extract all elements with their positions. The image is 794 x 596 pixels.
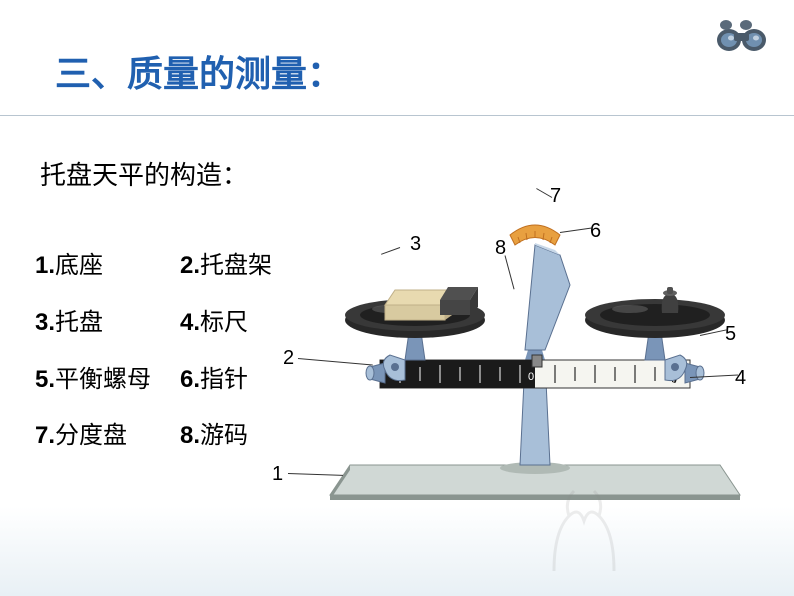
- list-row: 3.托盘 4.标尺: [35, 297, 272, 350]
- list-row: 5.平衡螺母 6.指针: [35, 354, 272, 407]
- callout-4: 4: [735, 367, 746, 390]
- callout-1: 1: [272, 463, 283, 486]
- divider-line: [0, 115, 794, 116]
- parts-list: 1.底座 2.托盘架 3.托盘 4.标尺 5.平衡螺母 6.指针 7.分度盘 8…: [35, 240, 272, 467]
- callout-6: 6: [590, 220, 601, 243]
- callout-2: 2: [283, 347, 294, 370]
- page-title: 三、质量的测量：: [55, 45, 343, 97]
- list-row: 1.底座 2.托盘架: [35, 240, 272, 293]
- callout-3: 3: [410, 233, 421, 256]
- binoculars-icon: [714, 15, 769, 60]
- watermark-icon: [514, 481, 654, 586]
- subtitle: 托盘天平的构造：: [40, 155, 248, 192]
- callout-5: 5: [725, 323, 736, 346]
- scale-zero: 0: [528, 371, 534, 383]
- list-row: 7.分度盘 8.游码: [35, 410, 272, 463]
